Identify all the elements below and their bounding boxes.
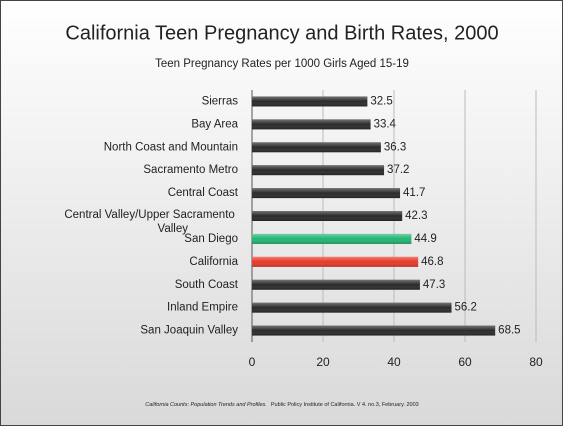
y-tick-label: Central Valley/Upper Sacramento Valley [64, 209, 238, 235]
y-tick-label: Central Coast [168, 187, 239, 199]
label-line: Valley [158, 223, 189, 235]
data-label: 41.7 [403, 187, 425, 199]
x-tick-label: 80 [529, 355, 543, 369]
bar-shade [252, 119, 371, 130]
y-tick-label: Sacramento Metro [143, 164, 238, 176]
y-tick-label: San Joaquin Valley [140, 325, 238, 337]
y-tick-label: California [189, 256, 238, 268]
bar-shade [252, 325, 496, 336]
y-tick-label: Sierras [202, 95, 239, 107]
bar-shade [252, 165, 385, 176]
y-tick-label: San Diego [184, 233, 238, 245]
bar-shade [252, 256, 419, 267]
x-tick-label: 40 [387, 355, 401, 369]
bar-shade [252, 96, 368, 107]
data-label: 37.2 [387, 164, 409, 176]
x-tick-label: 0 [249, 355, 256, 369]
x-tick-label: 20 [316, 355, 330, 369]
y-tick-label: South Coast [175, 279, 239, 291]
y-tick-label: Bay Area [191, 118, 238, 130]
data-label: 33.4 [374, 118, 397, 130]
chart-title: California Teen Pregnancy and Birth Rate… [65, 22, 498, 44]
data-label: 32.5 [370, 95, 392, 107]
bar-shade [252, 211, 403, 221]
y-tick-label: Inland Empire [167, 302, 238, 314]
bar-shade [252, 233, 412, 244]
data-label: 47.3 [423, 279, 445, 291]
chart-subtitle: Teen Pregnancy Rates per 1000 Girls Aged… [155, 58, 409, 70]
label-line: Central Valley/Upper Sacramento [64, 209, 238, 221]
data-label: 68.5 [498, 325, 520, 337]
data-label: 46.8 [421, 256, 443, 268]
x-tick-label: 60 [458, 355, 472, 369]
data-label: 36.3 [384, 141, 406, 153]
data-label: 42.3 [405, 210, 427, 222]
source-note: California Counts: Population Trends and… [145, 402, 418, 408]
bar-shade [252, 188, 401, 199]
data-label: 44.9 [414, 233, 436, 245]
source: Public Policy Institute of California. V… [271, 402, 419, 408]
source-title: California Counts: Population Trends and… [145, 402, 267, 408]
data-label: 56.2 [455, 302, 477, 314]
bar-shade [252, 142, 381, 153]
bar-shade [252, 302, 452, 313]
y-tick-label: North Coast and Mountain [104, 141, 238, 153]
bar-shade [252, 279, 420, 290]
